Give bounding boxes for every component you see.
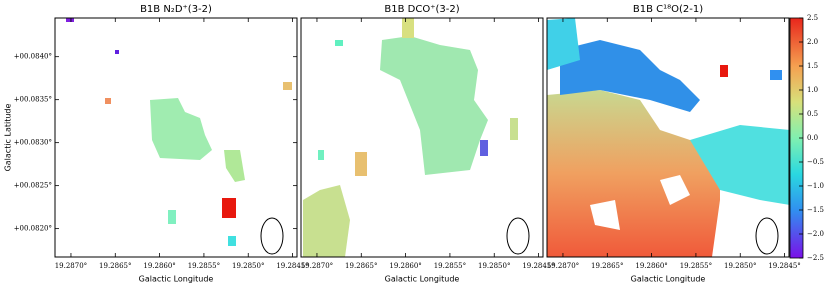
x-tick-label: 19.2845° xyxy=(768,262,800,270)
colorbar-tick-label: −2.5 xyxy=(807,254,824,262)
colorbar-tick-label: 1.0 xyxy=(807,86,818,94)
x-tick-label: 19.2855° xyxy=(188,262,220,270)
colorbar-tick-label: −2.0 xyxy=(807,230,824,238)
x-axis-label: Galactic Longitude xyxy=(139,275,214,284)
y-tick-label: +00.0825° xyxy=(14,182,52,190)
x-axis-label: Galactic Longitude xyxy=(385,275,460,284)
colorbar-tick-label: −0.5 xyxy=(807,158,824,166)
y-tick-label: +00.0840° xyxy=(14,53,52,61)
x-tick-label: 19.2860° xyxy=(635,262,667,270)
colorbar-tick-label: −1.5 xyxy=(807,206,824,214)
y-tick-label: +00.0830° xyxy=(14,139,52,147)
colorbar-tick-label: 0.5 xyxy=(807,110,818,118)
panel-title: B1B C¹⁸O(2-1) xyxy=(633,4,703,15)
colorbar-tick-label: 2.0 xyxy=(807,38,818,46)
x-tick-label: 19.2860° xyxy=(143,262,175,270)
x-axis-label: Galactic Longitude xyxy=(631,275,706,284)
x-tick-label: 19.2865° xyxy=(591,262,623,270)
colorbar-tick-label: 1.5 xyxy=(807,62,818,70)
colorbar-tick-label: −1.0 xyxy=(807,182,824,190)
y-tick-label: +00.0835° xyxy=(14,96,52,104)
x-tick-label: 19.2865° xyxy=(345,262,377,270)
x-tick-label: 19.2855° xyxy=(680,262,712,270)
x-tick-label: 19.2865° xyxy=(99,262,131,270)
x-tick-label: 19.2850° xyxy=(478,262,510,270)
y-axis-label: Galactic Latitude xyxy=(4,104,13,172)
x-tick-label: 19.2850° xyxy=(724,262,756,270)
x-tick-label: 19.2855° xyxy=(434,262,466,270)
panel-title: B1B DCO⁺(3-2) xyxy=(384,4,459,15)
x-tick-label: 19.2860° xyxy=(389,262,421,270)
panel-frame xyxy=(300,17,544,258)
x-tick-label: 19.2870° xyxy=(547,262,579,270)
map-content xyxy=(66,18,790,257)
y-tick-label: +00.0820° xyxy=(14,225,52,233)
x-tick-label: 19.2845° xyxy=(276,262,308,270)
x-tick-label: 19.2845° xyxy=(522,262,554,270)
x-tick-label: 19.2870° xyxy=(55,262,87,270)
panel-frame xyxy=(54,17,298,258)
beams xyxy=(260,217,779,255)
x-tick-label: 19.2870° xyxy=(301,262,333,270)
x-tick-label: 19.2850° xyxy=(232,262,264,270)
panel-frame xyxy=(546,17,790,258)
panel-title: B1B N₂D⁺(3-2) xyxy=(140,4,212,15)
colorbar-tick-label: 2.5 xyxy=(807,14,818,22)
colorbar-tick-label: 0.0 xyxy=(807,134,818,142)
